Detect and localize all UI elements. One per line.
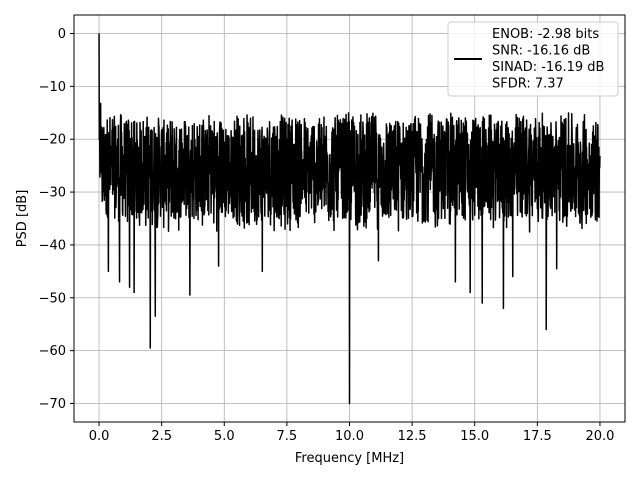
legend-snr: SNR: -16.16 dB (492, 44, 590, 59)
legend-enob: ENOB: -2.98 bits (492, 27, 599, 42)
legend-sinad: SINAD: -16.19 dB (492, 60, 604, 75)
legend-sfdr: SFDR: 7.37 (492, 77, 564, 92)
y-tick-label: −30 (39, 186, 66, 201)
x-axis-label: Frequency [MHz] (295, 451, 404, 466)
x-tick-label: 5.0 (214, 429, 235, 444)
y-tick-label: 0 (58, 27, 66, 42)
psd-series-line (98, 33, 601, 405)
x-tick-label: 0.0 (89, 429, 110, 444)
x-tick-label: 20.0 (585, 429, 614, 444)
x-tick-label: 12.5 (398, 429, 427, 444)
y-tick-label: −50 (39, 291, 66, 306)
y-tick-label: −20 (39, 133, 66, 148)
y-axis-label: PSD [dB] (15, 190, 30, 248)
y-tick-label: −40 (39, 238, 66, 253)
x-tick-label: 10.0 (335, 429, 364, 444)
tick-layer: 0.0 2.5 5.0 7.5 10.0 12.5 15.0 17.5 20.0 0 −10 −20 −… (39, 27, 615, 444)
series-layer (98, 33, 601, 405)
y-tick-label: −60 (39, 344, 66, 359)
x-tick-label: 2.5 (151, 429, 172, 444)
y-tick-label: −10 (39, 80, 66, 95)
legend-box (447, 21, 619, 97)
y-tick-label: −70 (39, 397, 66, 412)
x-tick-label: 17.5 (523, 429, 552, 444)
x-tick-label: 7.5 (277, 429, 298, 444)
legend: ENOB: -2.98 bits SNR: -16.16 dB SINAD: -… (447, 21, 619, 97)
x-tick-label: 15.0 (460, 429, 489, 444)
